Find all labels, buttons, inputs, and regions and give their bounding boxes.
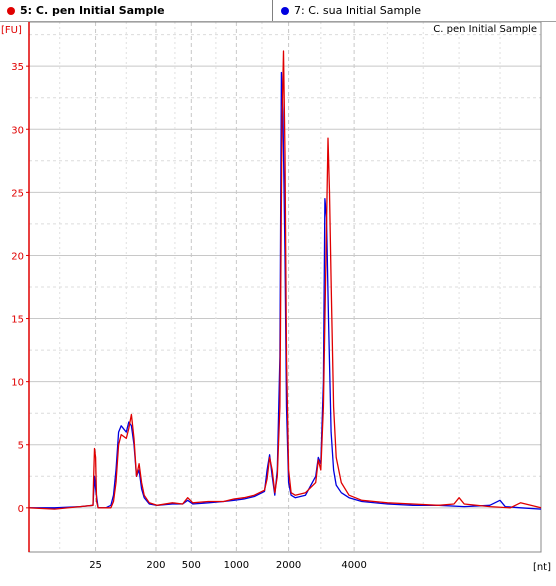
y-tick-label: 30 bbox=[11, 125, 24, 136]
series-line-0 bbox=[28, 50, 542, 510]
x-axis-ticks: 25 200 500 1000 2000 4000 bbox=[89, 560, 367, 571]
tab-sample-7[interactable]: 7: C. sua Initial Sample bbox=[274, 0, 556, 21]
y-axis-ticks: 0 5 10 15 20 25 30 35 bbox=[11, 62, 29, 515]
y-tick-label: 0 bbox=[18, 504, 24, 515]
tab-sample-5-label: 5: C. pen Initial Sample bbox=[20, 4, 165, 17]
y-tick-label: 20 bbox=[11, 251, 24, 262]
y-tick-label: 10 bbox=[11, 378, 24, 389]
x-tick-label: 2000 bbox=[276, 560, 301, 571]
y-tick-label: 15 bbox=[11, 315, 24, 326]
y-tick-label: 35 bbox=[11, 62, 24, 73]
x-tick-label: 25 bbox=[89, 560, 102, 571]
tab-sample-5[interactable]: 5: C. pen Initial Sample bbox=[0, 0, 273, 21]
series-line-1 bbox=[29, 71, 542, 510]
chart-series bbox=[28, 50, 542, 510]
tab-sample-7-label: 7: C. sua Initial Sample bbox=[294, 4, 421, 17]
y-tick-label: 25 bbox=[11, 188, 24, 199]
sample-tab-bar: 5: C. pen Initial Sample 7: C. sua Initi… bbox=[0, 0, 556, 22]
x-axis-label: [nt] bbox=[533, 562, 551, 573]
electropherogram-chart: 0 5 10 15 20 25 30 35 25 200 500 1000 2000 4000 C. p… bbox=[0, 22, 556, 586]
x-tick-label: 4000 bbox=[341, 560, 366, 571]
blue-dot-icon bbox=[281, 6, 289, 15]
chart-title: C. pen Initial Sample bbox=[433, 24, 537, 35]
y-tick-label: 5 bbox=[18, 441, 24, 452]
chart-background bbox=[0, 22, 556, 586]
x-tick-label: 500 bbox=[182, 560, 201, 571]
red-dot-icon bbox=[7, 6, 15, 15]
y-axis-label: [FU] bbox=[1, 25, 22, 36]
x-tick-label: 1000 bbox=[224, 560, 249, 571]
x-tick-label: 200 bbox=[146, 560, 165, 571]
